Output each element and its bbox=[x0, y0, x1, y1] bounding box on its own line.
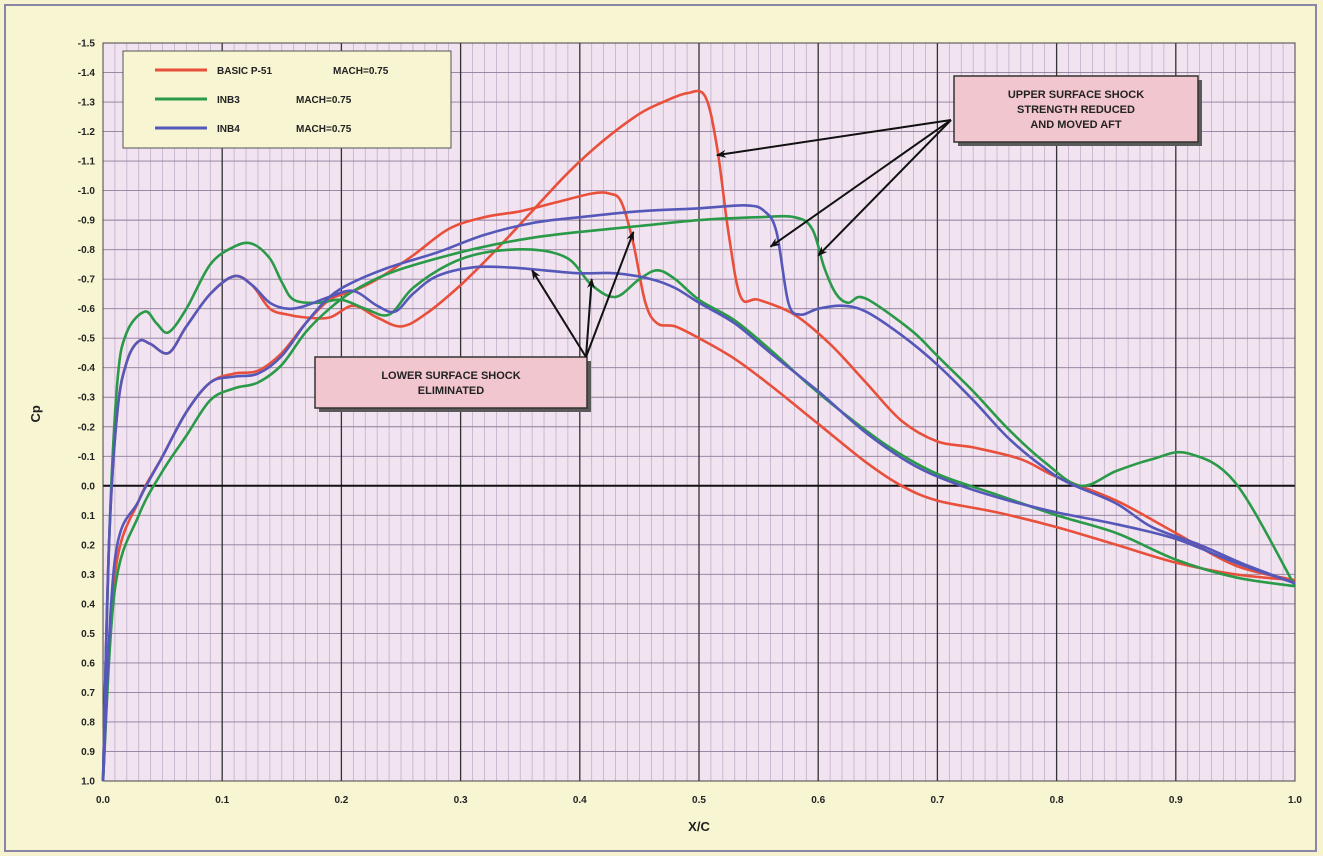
y-tick-label: 1.0 bbox=[81, 777, 95, 788]
legend-mach: MACH=0.75 bbox=[296, 95, 352, 106]
annotation-arrow bbox=[585, 230, 635, 358]
legend-mach: MACH=0.75 bbox=[296, 124, 352, 135]
x-tick-label: 0.6 bbox=[811, 795, 825, 806]
legend-series-name: INB4 bbox=[217, 124, 240, 135]
annotation-text: AND MOVED AFT bbox=[1030, 119, 1122, 131]
series-line-inb4-upper bbox=[101, 265, 1296, 782]
x-tick-label: 0.4 bbox=[573, 795, 587, 806]
annotation-arrow bbox=[817, 119, 952, 257]
x-tick-label: 0.8 bbox=[1050, 795, 1064, 806]
plot-border bbox=[102, 42, 1296, 782]
series-line-inb4-lower bbox=[101, 204, 1296, 782]
annotation-arrow bbox=[531, 269, 587, 358]
y-tick-label: -1.5 bbox=[78, 39, 96, 50]
y-tick-label: -0.7 bbox=[78, 275, 96, 286]
y-tick-label: -1.2 bbox=[78, 127, 96, 138]
y-tick-label: -0.3 bbox=[78, 393, 96, 404]
x-tick-label: 0.5 bbox=[692, 795, 706, 806]
annotation-arrow bbox=[715, 119, 952, 158]
series-line-basic-p-51-lower bbox=[101, 191, 1296, 782]
x-tick-labels: 0.0 0.1 0.2 0.3 0.4 0.5 0.6 0.7 0.8 0.9 1.0 bbox=[96, 795, 1302, 806]
x-tick-label: 0.3 bbox=[454, 795, 468, 806]
annotation-box bbox=[314, 356, 588, 409]
series-lines bbox=[101, 89, 1297, 782]
x-tick-label: 0.0 bbox=[96, 795, 110, 806]
legend-series-name: BASIC P-51 bbox=[217, 66, 272, 77]
y-tick-label: -1.3 bbox=[78, 98, 96, 109]
annotation-1: UPPER SURFACE SHOCK STRENGTH REDUCED AND M… bbox=[715, 75, 1202, 257]
y-tick-label: -1.0 bbox=[78, 186, 96, 197]
legend: BASIC P-51 MACH=0.75 INB3 MACH=0.75 INB4 MACH… bbox=[122, 50, 452, 149]
annotation-box bbox=[953, 75, 1199, 143]
y-tick-label: 0.2 bbox=[81, 540, 95, 551]
series-line-inb3-upper bbox=[101, 241, 1296, 782]
y-tick-label: -1.1 bbox=[78, 157, 96, 168]
annotation-arrow bbox=[585, 278, 596, 358]
y-tick-label: 0.0 bbox=[81, 481, 95, 492]
x-tick-label: 1.0 bbox=[1288, 795, 1302, 806]
y-tick-label: -0.8 bbox=[78, 245, 96, 256]
y-tick-label: -0.5 bbox=[78, 334, 96, 345]
x-tick-label: 0.1 bbox=[215, 795, 229, 806]
annotation-text: UPPER SURFACE SHOCK bbox=[1008, 89, 1144, 101]
annotation-text: STRENGTH REDUCED bbox=[1017, 104, 1135, 116]
y-tick-label: -1.4 bbox=[78, 68, 96, 79]
x-tick-label: 0.9 bbox=[1169, 795, 1183, 806]
y-tick-label: -0.9 bbox=[78, 216, 96, 227]
y-tick-label: 0.1 bbox=[81, 511, 95, 522]
y-tick-label: 0.7 bbox=[81, 688, 95, 699]
x-tick-label: 0.7 bbox=[930, 795, 944, 806]
y-tick-label: 0.3 bbox=[81, 570, 95, 581]
y-tick-label: 0.9 bbox=[81, 747, 95, 758]
legend-series-name: INB3 bbox=[217, 95, 240, 106]
y-tick-label: -0.4 bbox=[78, 363, 96, 374]
y-tick-label: -0.6 bbox=[78, 304, 96, 315]
annotation-arrow bbox=[769, 119, 952, 248]
y-tick-label: 0.5 bbox=[81, 629, 95, 640]
y-axis-label: Cp bbox=[28, 405, 43, 422]
y-tick-label: -0.2 bbox=[78, 422, 96, 433]
annotation-text: LOWER SURFACE SHOCK bbox=[381, 370, 520, 382]
y-tick-label: 0.6 bbox=[81, 658, 95, 669]
series-line-inb3-lower bbox=[101, 214, 1297, 782]
annotation-2: LOWER SURFACE SHOCK ELIMINATED bbox=[314, 230, 635, 412]
annotation-text: ELIMINATED bbox=[418, 385, 484, 397]
y-tick-label: 0.4 bbox=[81, 599, 95, 610]
annotations: UPPER SURFACE SHOCK STRENGTH REDUCED AND M… bbox=[314, 75, 1202, 412]
x-axis-label: X/C bbox=[688, 819, 710, 834]
y-tick-labels: -1.5 -1.4 -1.3 -1.2 -1.1 -1.0 -0.9 -0.8 -0.7 -0.6… bbox=[78, 39, 96, 788]
y-tick-label: 0.8 bbox=[81, 717, 95, 728]
legend-mach: MACH=0.75 bbox=[333, 66, 389, 77]
x-tick-label: 0.2 bbox=[334, 795, 348, 806]
y-tick-label: -0.1 bbox=[78, 452, 96, 463]
